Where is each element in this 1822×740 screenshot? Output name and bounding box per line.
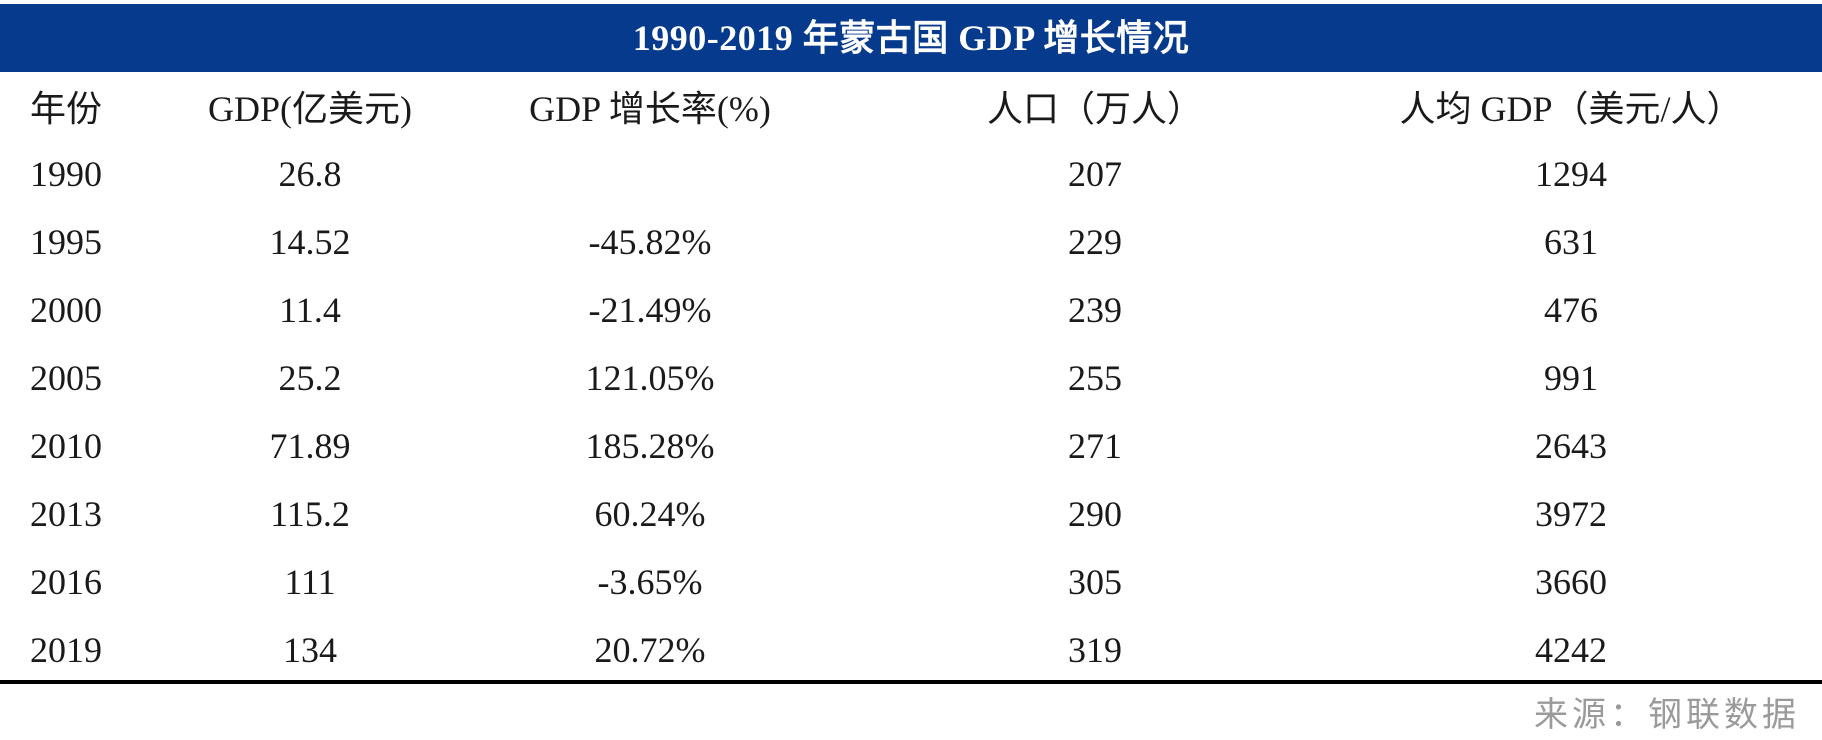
- cell-gdp: 111: [284, 562, 336, 602]
- table-row: 2016 111 -3.65% 305 3660: [0, 548, 1822, 616]
- table-row: 2010 71.89 185.28% 271 2643: [0, 412, 1822, 480]
- column-header-per-capita: 人均 GDP（美元/人）: [1399, 89, 1743, 129]
- column-header-growth: GDP 增长率(%): [529, 89, 771, 129]
- table-row: 2019 134 20.72% 319 4242: [0, 616, 1822, 684]
- cell-gdp: 115.2: [270, 494, 350, 534]
- cell-per-capita: 2643: [1535, 426, 1607, 466]
- column-header-population: 人口（万人）: [986, 89, 1203, 129]
- cell-year: 2005: [30, 358, 102, 398]
- bottom-rule: [0, 680, 1822, 684]
- cell-growth: 121.05%: [585, 358, 715, 398]
- cell-growth: 185.28%: [585, 426, 715, 466]
- cell-year: 2000: [30, 290, 102, 330]
- cell-gdp: 134: [283, 630, 337, 670]
- cell-year: 2013: [30, 494, 102, 534]
- cell-growth: -45.82%: [588, 222, 712, 262]
- table-body: 1990 26.8 207 1294 1995 14.52 -45.82% 229 631 200…: [0, 140, 1822, 684]
- cell-year: 2010: [30, 426, 102, 466]
- cell-gdp: 25.2: [278, 358, 342, 398]
- cell-population: 229: [1068, 222, 1122, 262]
- cell-per-capita: 991: [1544, 358, 1598, 398]
- cell-growth: 60.24%: [594, 494, 706, 534]
- cell-population: 290: [1068, 494, 1122, 534]
- cell-growth: [430, 140, 870, 208]
- cell-growth: -3.65%: [597, 562, 703, 602]
- cell-gdp: 26.8: [278, 154, 342, 194]
- cell-year: 1995: [30, 222, 102, 262]
- cell-year: 1990: [30, 154, 102, 194]
- column-header-gdp: GDP(亿美元): [208, 89, 412, 129]
- table-row: 1990 26.8 207 1294: [0, 140, 1822, 208]
- table-header-row: 年份 GDP(亿美元) GDP 增长率(%) 人口（万人） 人均 GDP（美元/…: [0, 72, 1822, 140]
- table-row: 2005 25.2 121.05% 255 991: [0, 344, 1822, 412]
- cell-population: 319: [1068, 630, 1122, 670]
- cell-gdp: 71.89: [269, 426, 351, 466]
- cell-population: 207: [1068, 154, 1122, 194]
- gdp-table: 年份 GDP(亿美元) GDP 增长率(%) 人口（万人） 人均 GDP（美元/…: [0, 72, 1822, 684]
- cell-population: 255: [1068, 358, 1122, 398]
- cell-gdp: 11.4: [279, 290, 341, 330]
- cell-per-capita: 3972: [1535, 494, 1607, 534]
- table-title: 1990-2019 年蒙古国 GDP 增长情况: [0, 4, 1822, 72]
- cell-per-capita: 476: [1544, 290, 1598, 330]
- cell-per-capita: 1294: [1535, 154, 1607, 194]
- source-note: 来源：钢联数据: [1534, 697, 1800, 734]
- cell-year: 2016: [30, 562, 102, 602]
- cell-gdp: 14.52: [269, 222, 351, 262]
- table-row: 1995 14.52 -45.82% 229 631: [0, 208, 1822, 276]
- cell-population: 305: [1068, 562, 1122, 602]
- cell-growth: 20.72%: [594, 630, 706, 670]
- cell-per-capita: 631: [1544, 222, 1598, 262]
- cell-per-capita: 3660: [1535, 562, 1607, 602]
- cell-year: 2019: [30, 630, 102, 670]
- cell-growth: -21.49%: [588, 290, 712, 330]
- cell-population: 239: [1068, 290, 1122, 330]
- cell-population: 271: [1068, 426, 1122, 466]
- table-row: 2000 11.4 -21.49% 239 476: [0, 276, 1822, 344]
- table-row: 2013 115.2 60.24% 290 3972: [0, 480, 1822, 548]
- column-header-year: 年份: [30, 89, 103, 129]
- cell-per-capita: 4242: [1535, 630, 1607, 670]
